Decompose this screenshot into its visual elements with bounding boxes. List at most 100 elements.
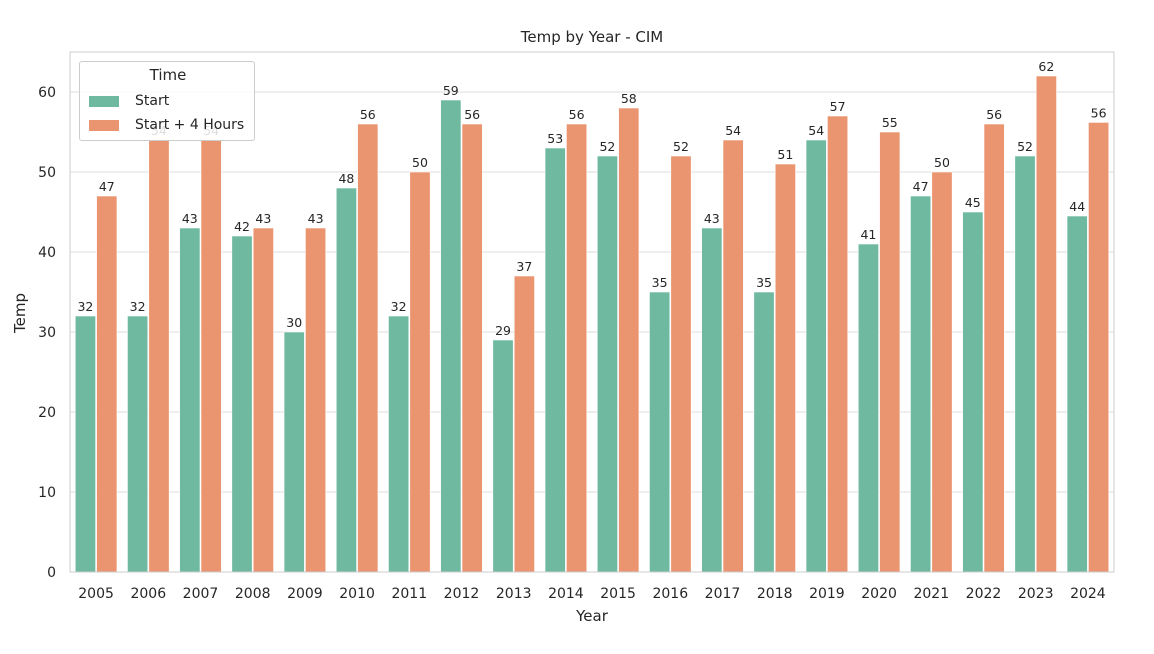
bar-start-plus-4-hours-2024 [1088,122,1110,573]
bar-start-plus-4-hours-2015 [618,107,640,573]
data-label-start-plus-4-hours-2018: 51 [777,147,793,162]
data-label-start-plus-4-hours-2017: 54 [725,123,741,138]
chart-title: Temp by Year - CIM [520,28,663,46]
data-label-start-plus-4-hours-2010: 56 [360,107,376,122]
bar-start-plus-4-hours-2019 [827,115,849,573]
x-tick-label: 2009 [287,586,323,602]
bar-start-2021 [910,195,932,573]
x-tick-label: 2006 [130,586,166,602]
bar-start-plus-4-hours-2022 [983,123,1005,573]
x-tick-label: 2022 [966,586,1002,602]
data-label-start-plus-4-hours-2016: 52 [673,139,689,154]
bar-start-2012 [440,99,462,573]
data-label-start-2022: 45 [965,195,981,210]
bar-start-plus-4-hours-2012 [461,123,483,573]
data-label-start-plus-4-hours-2014: 56 [569,107,585,122]
bar-start-2019 [805,139,827,573]
x-tick-label: 2017 [705,586,741,602]
y-tick-label: 50 [38,165,56,181]
data-label-start-2012: 59 [443,83,459,98]
bar-start-plus-4-hours-2007 [200,139,222,573]
gridlines [70,91,1114,573]
data-label-start-plus-4-hours-2022: 56 [986,107,1002,122]
x-tick-label: 2015 [600,586,636,602]
data-label-start-plus-4-hours-2008: 43 [255,211,271,226]
data-label-start-plus-4-hours-2020: 55 [882,115,898,130]
data-label-start-plus-4-hours-2024: 56 [1091,105,1107,120]
bar-start-plus-4-hours-2013 [513,275,535,573]
bar-start-plus-4-hours-2018 [774,163,796,573]
x-tick-label: 2018 [757,586,793,602]
data-label-start-2013: 29 [495,323,511,338]
bar-start-2022 [962,211,984,573]
bar-start-2007 [179,227,201,573]
data-label-start-2020: 41 [860,227,876,242]
data-label-start-plus-4-hours-2005: 47 [99,179,115,194]
y-tick-label: 30 [38,325,56,341]
x-tick-label: 2019 [809,586,845,602]
bar-start-2005 [74,315,96,573]
bar-start-2011 [388,315,410,573]
data-label-start-2017: 43 [704,211,720,226]
legend-label-start-plus-4-hours: Start + 4 Hours [135,117,245,133]
legend-item-start-plus-4-hours: Start + 4 Hours [89,116,244,134]
bar-start-2014 [544,147,566,573]
x-tick-label: 2008 [235,586,271,602]
data-label-start-2021: 47 [913,179,929,194]
bar-start-2015 [596,155,618,573]
data-label-start-2018: 35 [756,275,772,290]
x-tick-labels: 2005 2006 2007 2008 2009 2010 2011 2012 2013 2014… [78,586,1106,602]
bar-start-plus-4-hours-2011 [409,171,431,573]
bar-start-plus-4-hours-2009 [305,227,327,573]
x-tick-label: 2013 [496,586,532,602]
data-label-start-2023: 52 [1017,139,1033,154]
bar-start-plus-4-hours-2010 [357,123,379,573]
data-label-start-2007: 43 [182,211,198,226]
plot-frame [69,51,1115,573]
bar-start-plus-4-hours-2008 [252,227,274,573]
data-label-start-2010: 48 [338,171,354,186]
data-label-start-2019: 54 [808,123,824,138]
y-tick-label: 0 [47,565,56,581]
x-tick-label: 2024 [1070,586,1106,602]
bar-start-plus-4-hours-2017 [722,139,744,573]
legend-swatch-start [89,95,119,107]
legend-swatch-start-plus-4-hours [89,119,119,131]
bars [74,75,1110,573]
x-tick-label: 2016 [652,586,688,602]
bar-start-2018 [753,291,775,573]
data-label-start-2024: 44 [1069,199,1085,214]
x-tick-label: 2021 [913,586,949,602]
y-tick-label: 10 [38,485,56,501]
legend: Time Start Start + 4 Hours [79,61,255,141]
x-tick-label: 2007 [183,586,219,602]
bar-start-2008 [231,235,253,573]
data-label-start-2016: 35 [652,275,668,290]
y-tick-label: 20 [38,405,56,421]
x-axis-label: Year [575,607,609,625]
x-tick-label: 2011 [391,586,427,602]
x-tick-label: 2010 [339,586,375,602]
bar-start-plus-4-hours-2006 [148,139,170,573]
y-axis-label: Temp [11,293,29,334]
bar-start-2016 [649,291,671,573]
y-tick-label: 40 [38,245,56,261]
bar-start-2006 [127,315,149,573]
bar-start-plus-4-hours-2023 [1035,75,1057,573]
data-label-start-2008: 42 [234,219,250,234]
bar-start-2023 [1014,155,1036,573]
bar-start-plus-4-hours-2021 [931,171,953,573]
legend-title: Time [149,66,187,84]
x-tick-label: 2005 [78,586,114,602]
y-tick-label: 60 [38,85,56,101]
bar-start-plus-4-hours-2020 [879,131,901,573]
data-label-start-2009: 30 [286,315,302,330]
data-label-start-2011: 32 [391,299,407,314]
y-tick-labels: 0 10 20 30 40 50 60 [38,85,56,581]
data-label-start-2015: 52 [599,139,615,154]
data-label-start-2014: 53 [547,131,563,146]
legend-label-start: Start [135,93,170,109]
data-label-start-plus-4-hours-2013: 37 [516,259,532,274]
data-label-start-plus-4-hours-2019: 57 [830,99,846,114]
data-label-start-plus-4-hours-2012: 56 [464,107,480,122]
